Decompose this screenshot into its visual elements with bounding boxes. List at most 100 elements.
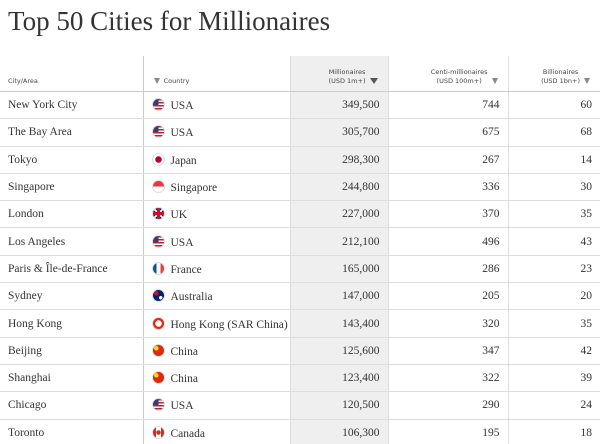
flag-icon [151, 289, 165, 303]
table-cell: Hong Kong (SAR China) [142, 309, 290, 338]
city: Paris & Île-de-France [8, 262, 108, 275]
table-cell: 322 [387, 364, 508, 393]
count: 267 [482, 153, 500, 166]
column-header[interactable]: Country [142, 56, 290, 92]
table-cell: 744 [387, 91, 508, 120]
table-row: Beijing China 125,600 347 42 [0, 337, 600, 365]
table-cell: Los Angeles [0, 227, 143, 256]
table-cell: 496 [387, 227, 508, 256]
country: China [170, 345, 198, 358]
title: Top 50 Cities for Millionaires [8, 6, 331, 36]
table-cell: Chicago [0, 391, 143, 420]
header-line: (USD 1bn+) [541, 77, 580, 85]
table-cell: Singapore [142, 173, 290, 202]
count: 24 [580, 399, 593, 412]
count: 39 [580, 372, 593, 385]
table-row: Shanghai China 123,400 322 39 [0, 364, 600, 393]
sort-icon[interactable] [491, 78, 498, 84]
table-cell: 195 [387, 419, 508, 444]
table-cell: 675 [387, 118, 508, 147]
table-body: New York City USA 349,500 744 60 The Bay Area… [0, 91, 600, 444]
table-cell: 23 [507, 255, 600, 284]
count: 14 [580, 153, 593, 166]
flag-icon [151, 98, 165, 112]
table-cell: 20 [507, 282, 600, 311]
table-cell: Australia [142, 282, 290, 311]
count: 370 [482, 208, 500, 221]
table-cell: 35 [507, 309, 600, 338]
count: 23 [580, 262, 593, 275]
country: China [170, 373, 198, 386]
header-text: Centi-millionaires (USD 100m+) [431, 68, 488, 86]
table-cell: Paris & Île-de-France [0, 255, 143, 284]
table-cell: UK [142, 200, 290, 229]
table-row: Tokyo Japan 298,300 267 14 [0, 146, 600, 174]
table-cell: 370 [387, 200, 508, 229]
flag-icon [151, 371, 165, 385]
city: Chicago [8, 399, 47, 412]
country: France [170, 263, 202, 276]
country: UK [170, 209, 188, 222]
count: 286 [482, 262, 500, 275]
city: New York City [8, 99, 78, 112]
flag-icon [151, 125, 165, 139]
table-cell: 165,000 [289, 255, 388, 284]
header-line: Billionaires [542, 68, 579, 76]
count: 205 [482, 290, 500, 303]
flag-icon [151, 207, 165, 221]
count: 120,500 [342, 399, 380, 412]
country: Japan [170, 154, 197, 167]
table-row: Singapore Singapore 244,800 336 30 [0, 173, 600, 202]
table-row: The Bay Area USA 305,700 675 68 [0, 118, 600, 147]
flag-icon [151, 425, 165, 439]
country: Canada [170, 427, 205, 440]
country: USA [170, 100, 194, 113]
city: Beijing [8, 344, 42, 357]
table-row: Paris & Île-de-France France 165,000 286 23 [0, 255, 600, 284]
table-cell: 68 [507, 118, 600, 147]
table-cell: 18 [507, 419, 600, 444]
flag-icon [151, 316, 165, 330]
table-cell: 286 [387, 255, 508, 284]
count: 106,300 [342, 426, 380, 439]
city: London [8, 208, 44, 221]
table-cell: Beijing [0, 337, 143, 365]
count: 744 [482, 99, 500, 112]
header-line: Millionaires [328, 68, 366, 76]
city: Toronto [8, 426, 45, 439]
header-line: Country [163, 77, 190, 85]
city: The Bay Area [8, 126, 72, 139]
count: 30 [580, 181, 593, 194]
count: 123,400 [342, 372, 380, 385]
column-header[interactable]: Millionaires (USD 1m+) [289, 56, 388, 92]
city: Los Angeles [8, 235, 66, 248]
flag-icon [151, 152, 165, 166]
table-row: New York City USA 349,500 744 60 [0, 91, 600, 120]
table-cell: 227,000 [289, 200, 388, 229]
country: USA [170, 400, 194, 413]
table-cell: Toronto [0, 419, 143, 444]
sort-icon[interactable] [584, 78, 590, 84]
country: Australia [170, 291, 213, 304]
filter-icon[interactable] [153, 78, 160, 84]
sort-icon[interactable] [369, 78, 378, 84]
country: Singapore [170, 182, 218, 195]
cities-table: City/Area Country Millionaires (USD 1m+) Ce… [0, 56, 600, 444]
flag-icon [151, 234, 165, 248]
table-cell: Singapore [0, 173, 143, 202]
count: 143,400 [342, 317, 380, 330]
column-header[interactable]: Centi-millionaires (USD 100m+) [387, 56, 508, 92]
table-cell: 349,500 [289, 91, 388, 120]
count: 298,300 [342, 153, 380, 166]
table-cell: 42 [507, 337, 600, 365]
table-cell: USA [142, 118, 290, 147]
count: 147,000 [342, 290, 380, 303]
table-cell: 14 [507, 146, 600, 174]
count: 675 [482, 126, 500, 139]
count: 212,100 [342, 235, 380, 248]
table-cell: 123,400 [289, 364, 388, 393]
header-text: Billionaires (USD 1bn+) [541, 68, 580, 86]
city: Sydney [8, 290, 43, 303]
column-header[interactable]: Billionaires (USD 1bn+) [507, 56, 600, 92]
